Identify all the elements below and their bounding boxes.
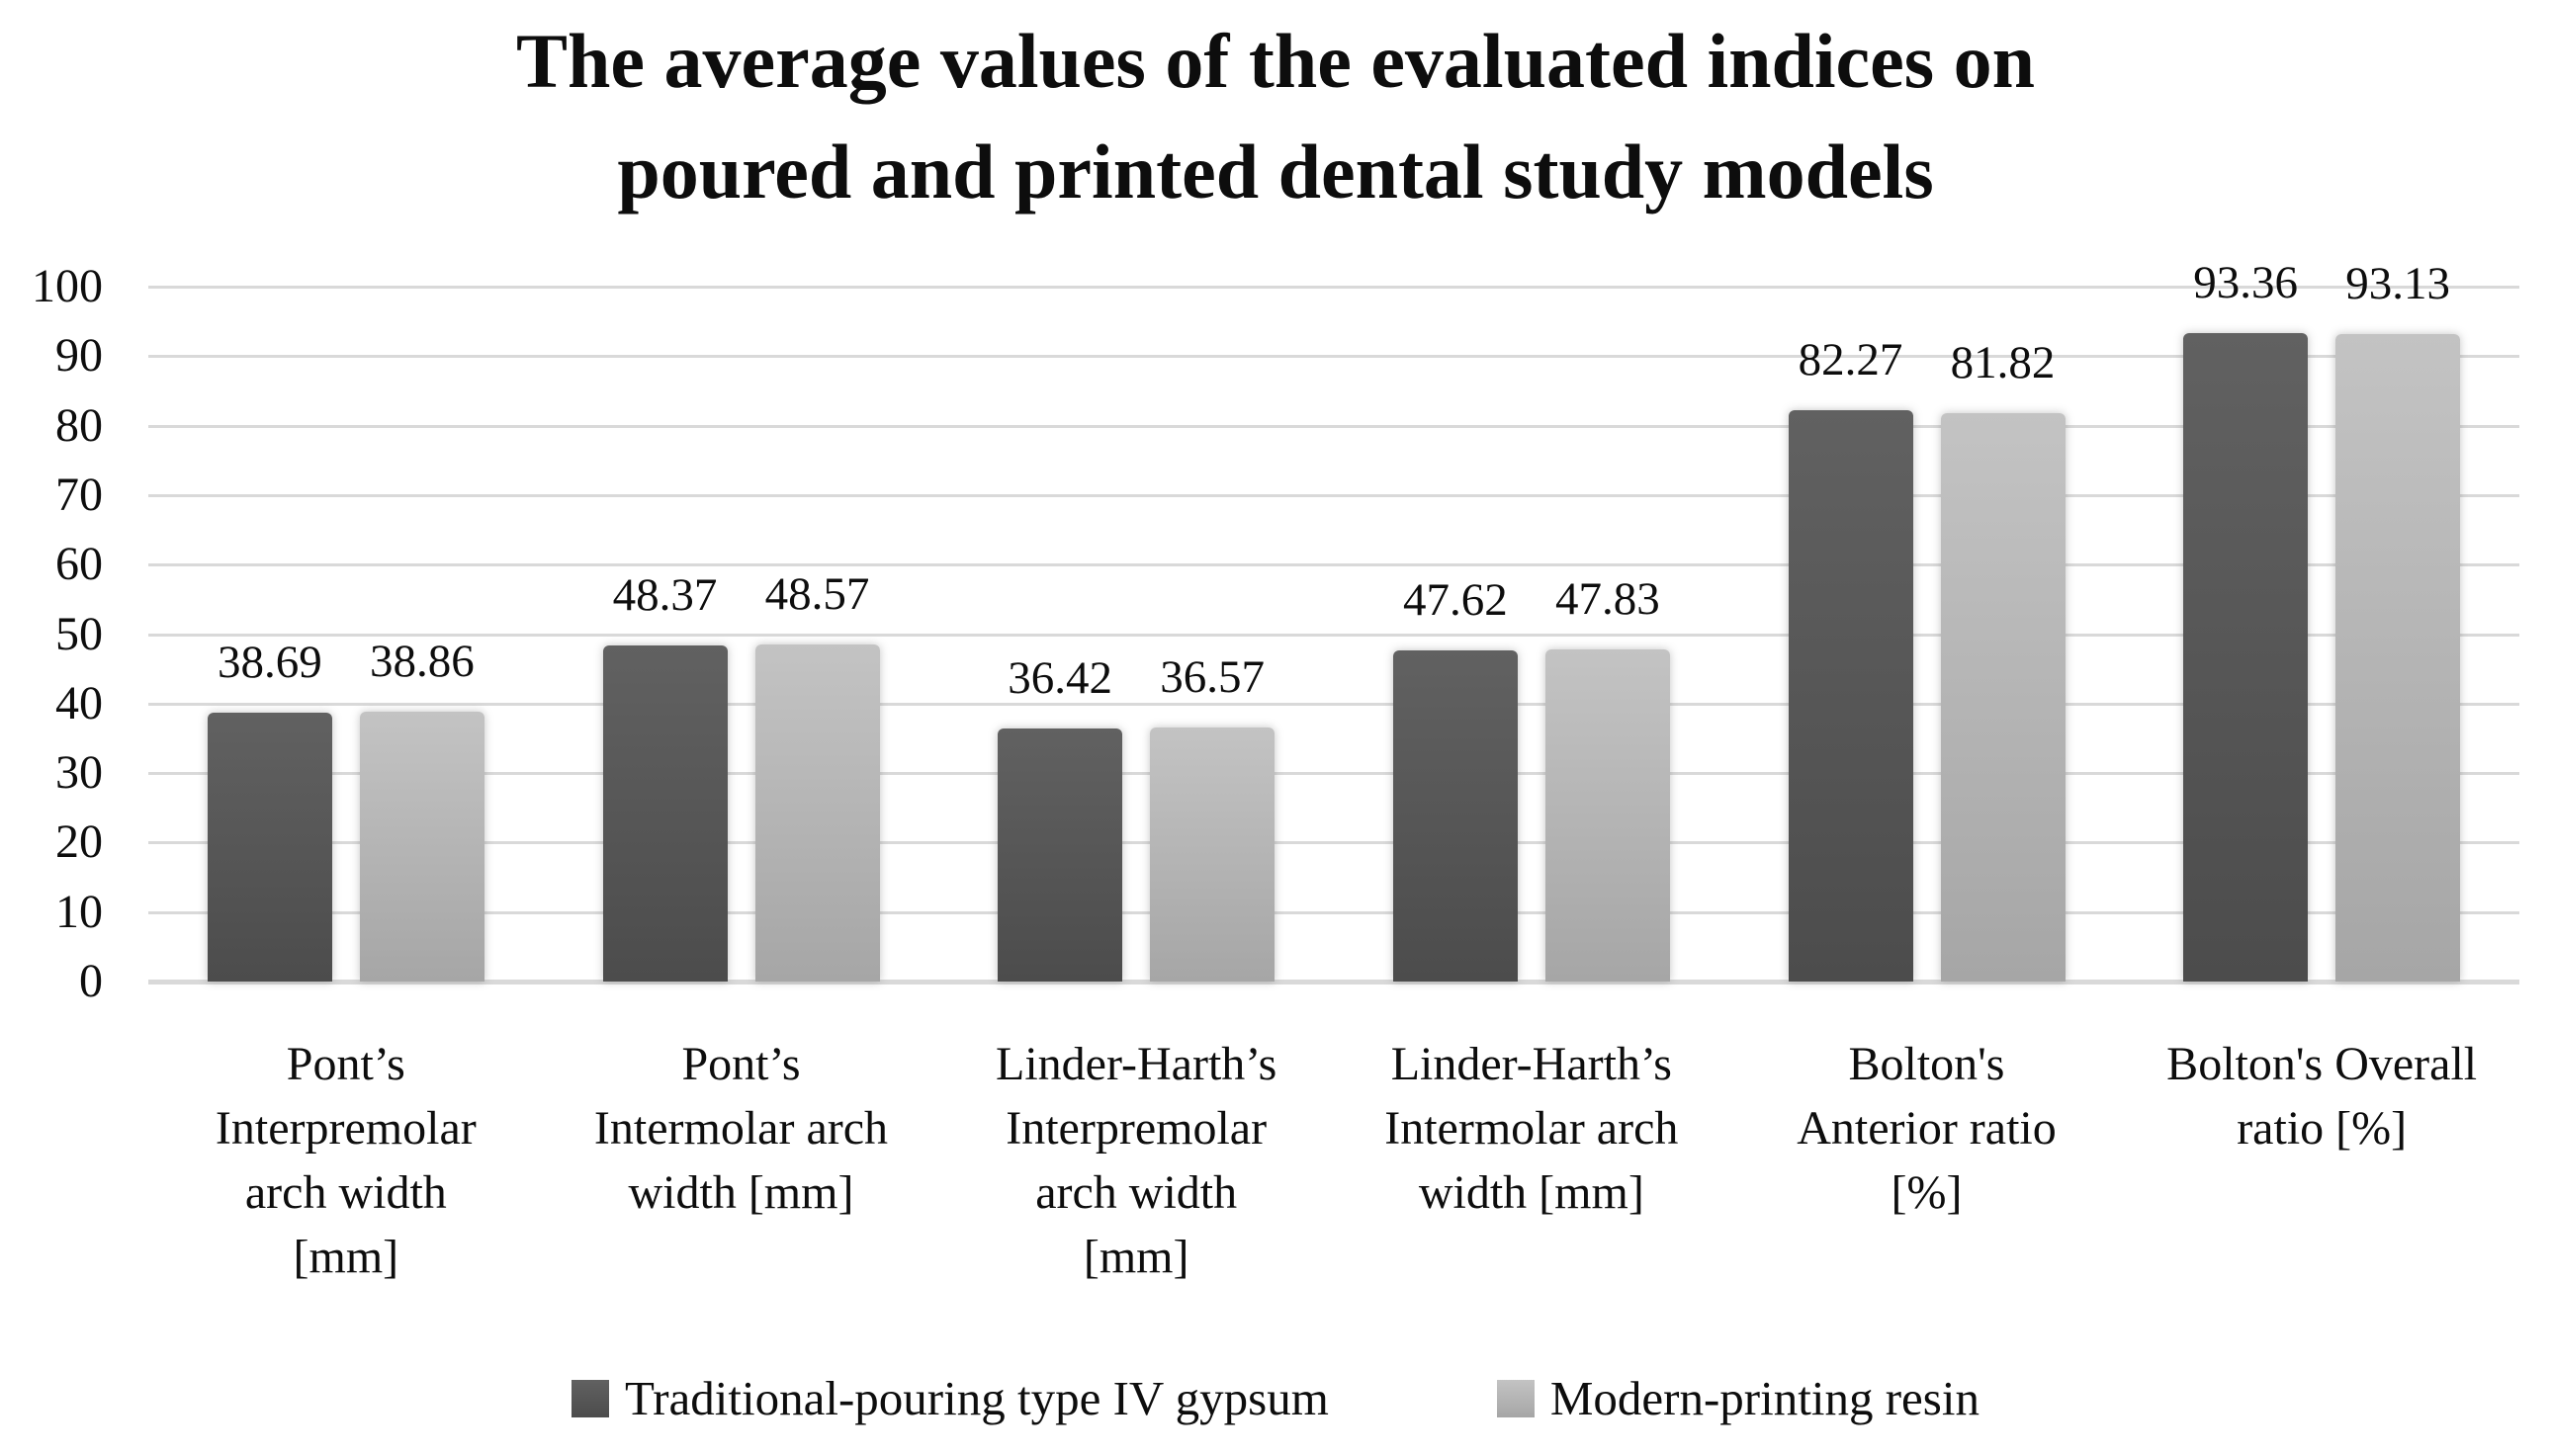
legend-label-traditional-pouring: Traditional-pouring type IV gypsum bbox=[625, 1371, 1329, 1425]
legend: Traditional-pouring type IV gypsum Moder… bbox=[0, 1370, 2551, 1426]
value-label-series2-category2: 48.57 bbox=[764, 567, 870, 620]
bar-series2-category1 bbox=[359, 711, 484, 982]
y-tick-label-80: 80 bbox=[55, 398, 103, 452]
y-tick-label-40: 40 bbox=[55, 676, 103, 729]
y-tick-label-0: 0 bbox=[79, 955, 103, 1007]
y-tick-label-60: 60 bbox=[55, 538, 103, 591]
bar-series2-category6 bbox=[2335, 334, 2461, 982]
legend-label-modern-printing: Modern-printing resin bbox=[1549, 1371, 1979, 1425]
y-tick-label-70: 70 bbox=[55, 468, 103, 521]
gridline-70 bbox=[148, 493, 2519, 497]
value-label-series2-category4: 47.83 bbox=[1554, 572, 1660, 625]
category-label-6: Bolton's Overall ratio [%] bbox=[2166, 1038, 2478, 1155]
gridline-80 bbox=[148, 424, 2519, 428]
value-label-series2-category5: 81.82 bbox=[1950, 336, 2056, 388]
value-label-series2-category1: 38.86 bbox=[369, 635, 475, 687]
bar-series1-category5 bbox=[1788, 409, 1913, 982]
bar-series2-category3 bbox=[1150, 727, 1276, 982]
y-tick-label-100: 100 bbox=[32, 260, 103, 312]
category-label-2: Pont’s Intermolar arch width [mm] bbox=[593, 1038, 889, 1219]
category-label-5: Bolton's Anterior ratio [%] bbox=[1797, 1038, 2057, 1219]
value-label-series1-category2: 48.37 bbox=[612, 568, 718, 621]
bar-series2-category2 bbox=[754, 643, 880, 982]
gridline-40 bbox=[148, 702, 2519, 706]
bar-series1-category1 bbox=[207, 713, 332, 982]
gridline-30 bbox=[148, 772, 2519, 776]
bar-series2-category5 bbox=[1940, 412, 2066, 982]
bar-series1-category6 bbox=[2183, 332, 2309, 982]
bar-series1-category4 bbox=[1392, 650, 1518, 982]
value-label-series1-category3: 36.42 bbox=[1008, 651, 1113, 704]
chart-title-line-1: The average values of the evaluated indi… bbox=[515, 18, 2036, 104]
category-label-3: Linder-Harth’s Interpremolar arch width … bbox=[996, 1038, 1277, 1283]
gridline-60 bbox=[148, 563, 2519, 567]
value-label-series2-category3: 36.57 bbox=[1160, 650, 1266, 703]
category-label-1: Pont’s Interpremolar arch width [mm] bbox=[215, 1038, 477, 1283]
value-label-series1-category5: 82.27 bbox=[1798, 333, 1903, 385]
legend-swatch-traditional-pouring bbox=[572, 1379, 610, 1417]
y-tick-label-90: 90 bbox=[55, 329, 103, 383]
legend-swatch-modern-printing bbox=[1496, 1379, 1535, 1417]
value-label-series1-category1: 38.69 bbox=[217, 637, 322, 688]
y-tick-label-30: 30 bbox=[55, 746, 103, 800]
value-label-series2-category6: 93.13 bbox=[2345, 258, 2451, 310]
gridline-10 bbox=[148, 910, 2519, 914]
value-label-series1-category4: 47.62 bbox=[1402, 574, 1508, 627]
bar-series1-category3 bbox=[998, 728, 1123, 982]
gridline-90 bbox=[148, 355, 2519, 359]
gridline-100 bbox=[148, 286, 2519, 289]
legend-item-traditional-pouring: Traditional-pouring type IV gypsum bbox=[572, 1370, 1329, 1426]
value-label-series1-category6: 93.36 bbox=[2193, 256, 2299, 308]
gridline-50 bbox=[148, 633, 2519, 637]
legend-item-modern-printing: Modern-printing resin bbox=[1496, 1370, 1979, 1426]
y-tick-label-50: 50 bbox=[55, 607, 103, 660]
bar-series2-category4 bbox=[1544, 648, 1670, 982]
x-axis-baseline bbox=[148, 980, 2519, 985]
y-tick-label-20: 20 bbox=[55, 815, 103, 869]
gridline-20 bbox=[148, 841, 2519, 845]
category-label-4: Linder-Harth’s Intermolar arch width [mm… bbox=[1384, 1038, 1679, 1219]
chart-title: The average values of the evaluated indi… bbox=[0, 6, 2551, 227]
bar-series1-category2 bbox=[602, 644, 728, 982]
y-tick-label-10: 10 bbox=[55, 885, 103, 938]
chart-title-line-2: poured and printed dental study models bbox=[617, 128, 1934, 214]
